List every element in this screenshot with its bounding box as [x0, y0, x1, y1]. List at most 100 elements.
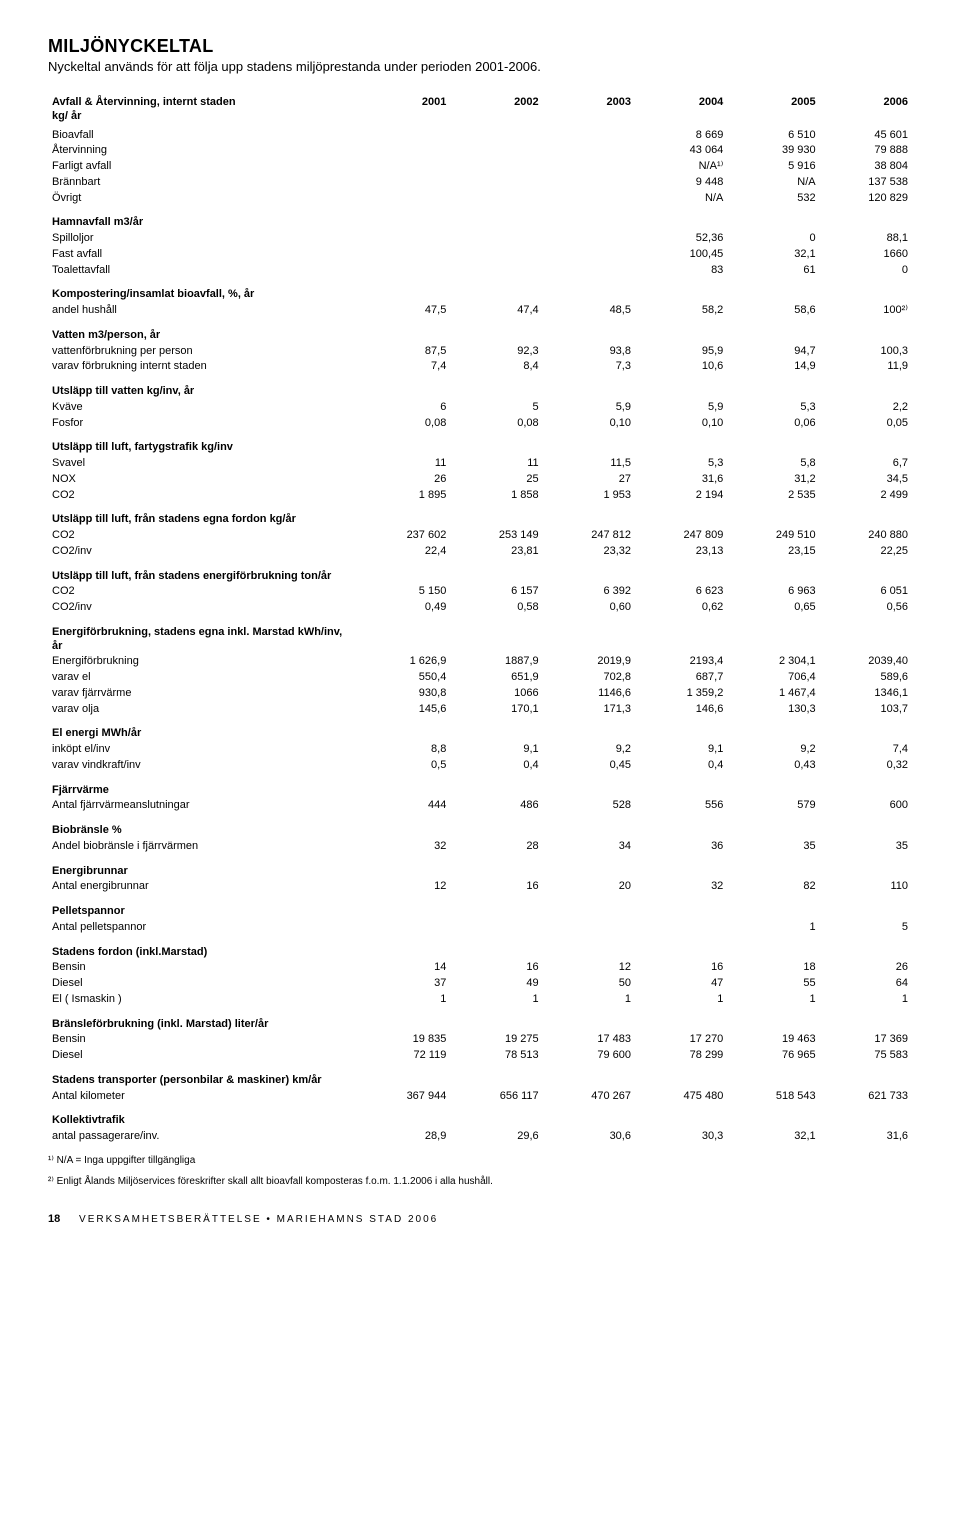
row-label: Övrigt — [48, 191, 358, 207]
cell: 35 — [727, 839, 819, 855]
empty-cell — [820, 503, 912, 528]
cell: 1 359,2 — [635, 686, 727, 702]
row-label: Spilloljor — [48, 231, 358, 247]
empty-cell — [727, 503, 819, 528]
row-label: Bioavfall — [48, 128, 358, 144]
cell: 16 — [450, 960, 542, 976]
empty-cell — [635, 278, 727, 303]
table-row: Spilloljor52,36088,1 — [48, 231, 912, 247]
cell: 2193,4 — [635, 654, 727, 670]
table-row: NOX26252731,631,234,5 — [48, 472, 912, 488]
empty-cell — [450, 1008, 542, 1033]
cell: 621 733 — [820, 1089, 912, 1105]
cell: 0,08 — [358, 416, 450, 432]
cell: 1 — [543, 992, 635, 1008]
cell: 78 299 — [635, 1048, 727, 1064]
cell: 87,5 — [358, 344, 450, 360]
cell: 5 916 — [727, 159, 819, 175]
row-label: CO2/inv — [48, 544, 358, 560]
empty-cell — [635, 375, 727, 400]
section-head-label: Kollektivtrafik — [48, 1104, 358, 1129]
cell: 253 149 — [450, 528, 542, 544]
row-label: Toalettavfall — [48, 263, 358, 279]
table-row: Antal energibrunnar1216203282110 — [48, 879, 912, 895]
cell: N/A — [727, 175, 819, 191]
cell: 518 543 — [727, 1089, 819, 1105]
cell: 31,6 — [635, 472, 727, 488]
cell: 34,5 — [820, 472, 912, 488]
empty-cell — [358, 1064, 450, 1089]
cell: 6 392 — [543, 584, 635, 600]
cell: 470 267 — [543, 1089, 635, 1105]
cell: 28 — [450, 839, 542, 855]
empty-cell — [543, 560, 635, 585]
cell: 12 — [543, 960, 635, 976]
cell: 29,6 — [450, 1129, 542, 1145]
cell: 14 — [358, 960, 450, 976]
cell: 2,2 — [820, 400, 912, 416]
cell — [543, 191, 635, 207]
cell: 532 — [727, 191, 819, 207]
cell — [543, 920, 635, 936]
empty-cell — [450, 319, 542, 344]
empty-cell — [450, 206, 542, 231]
section-head: Stadens transporter (personbilar & maski… — [48, 1064, 912, 1089]
cell: 0,10 — [543, 416, 635, 432]
cell: 240 880 — [820, 528, 912, 544]
empty-cell — [635, 560, 727, 585]
cell: 171,3 — [543, 702, 635, 718]
section-head: Energiförbrukning, stadens egna inkl. Ma… — [48, 616, 912, 655]
empty-cell — [543, 278, 635, 303]
cell: 26 — [358, 472, 450, 488]
empty-cell — [820, 560, 912, 585]
cell: 58,2 — [635, 303, 727, 319]
empty-cell — [727, 814, 819, 839]
cell: 23,15 — [727, 544, 819, 560]
empty-cell — [358, 616, 450, 655]
cell: 6 — [358, 400, 450, 416]
row-label: Återvinning — [48, 143, 358, 159]
cell: 27 — [543, 472, 635, 488]
cell: 1 — [820, 992, 912, 1008]
section-head: Pelletspannor — [48, 895, 912, 920]
cell: 50 — [543, 976, 635, 992]
cell — [358, 143, 450, 159]
section-head: Fjärrvärme — [48, 774, 912, 799]
cell: 17 483 — [543, 1032, 635, 1048]
cell — [358, 159, 450, 175]
empty-cell — [543, 774, 635, 799]
empty-cell — [727, 375, 819, 400]
empty-cell — [820, 717, 912, 742]
cell: 95,9 — [635, 344, 727, 360]
section-head-label: El energi MWh/år — [48, 717, 358, 742]
cell: 2 304,1 — [727, 654, 819, 670]
cell: 0,10 — [635, 416, 727, 432]
table-row: CO2237 602253 149247 812247 809249 51024… — [48, 528, 912, 544]
cell: 32 — [635, 879, 727, 895]
table-row: El ( Ismaskin )111111 — [48, 992, 912, 1008]
table-row: andel hushåll47,547,448,558,258,6100²⁾ — [48, 303, 912, 319]
empty-cell — [635, 206, 727, 231]
section-head-label: Biobränsle % — [48, 814, 358, 839]
table-row: antal passagerare/inv.28,929,630,630,332… — [48, 1129, 912, 1145]
cell: 9,1 — [635, 742, 727, 758]
table-row: inköpt el/inv8,89,19,29,19,27,4 — [48, 742, 912, 758]
cell: 79 600 — [543, 1048, 635, 1064]
table-row: Bensin19 83519 27517 48317 27019 46317 3… — [48, 1032, 912, 1048]
empty-cell — [358, 774, 450, 799]
table-row: Återvinning43 06439 93079 888 — [48, 143, 912, 159]
cell: 110 — [820, 879, 912, 895]
cell: 38 804 — [820, 159, 912, 175]
cell: 0,60 — [543, 600, 635, 616]
row-label: Antal energibrunnar — [48, 879, 358, 895]
cell: 0,4 — [450, 758, 542, 774]
table-row: Antal kilometer367 944656 117470 267475 … — [48, 1089, 912, 1105]
page: MILJÖNYCKELTAL Nyckeltal används för att… — [0, 0, 960, 1253]
row-label: Bensin — [48, 960, 358, 976]
cell: 2019,9 — [543, 654, 635, 670]
cell — [358, 191, 450, 207]
cell: 702,8 — [543, 670, 635, 686]
cell: 37 — [358, 976, 450, 992]
cell: 88,1 — [820, 231, 912, 247]
cell: 8,8 — [358, 742, 450, 758]
